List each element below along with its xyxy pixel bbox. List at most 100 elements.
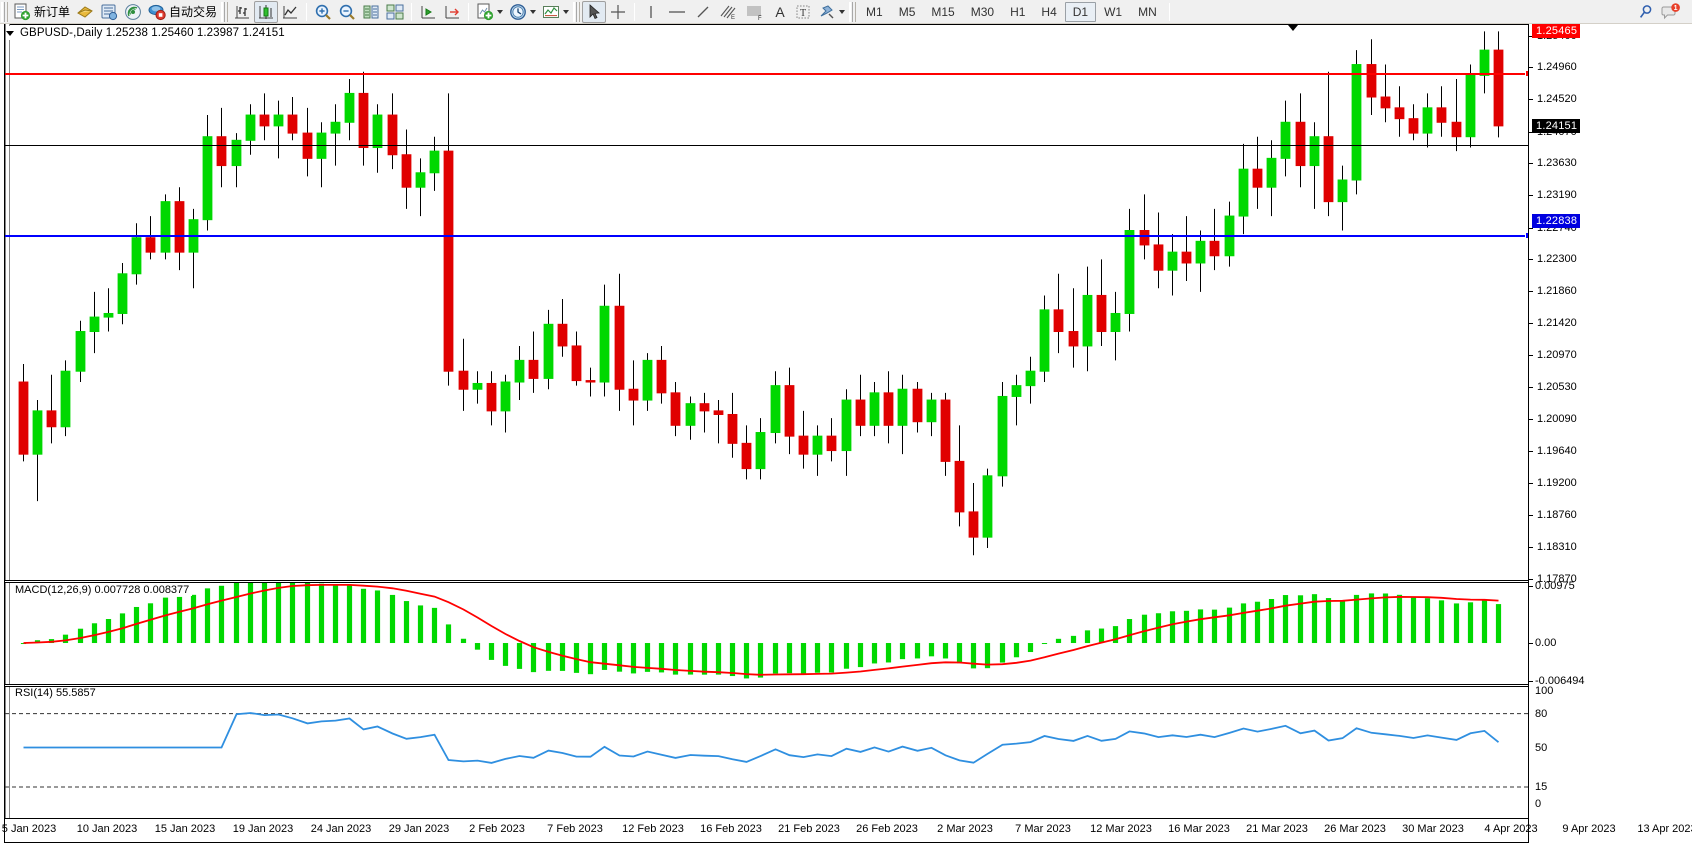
templates-button[interactable]: [539, 1, 572, 23]
toolbar-grip-1[interactable]: [1, 1, 8, 22]
rsi-pane-separator[interactable]: [5, 684, 1528, 687]
timeframe-h1[interactable]: H1: [1002, 2, 1033, 22]
timeframe-m5[interactable]: M5: [891, 2, 924, 22]
equidistant-channel-button[interactable]: E: [715, 1, 741, 23]
macd-bar: [1481, 600, 1488, 644]
timeframe-h4[interactable]: H4: [1033, 2, 1064, 22]
pending-order-button[interactable]: [73, 1, 97, 23]
macd-bar: [956, 643, 963, 664]
timeframe-label: H4: [1041, 4, 1057, 19]
date-axis[interactable]: 5 Jan 2023 10 Jan 2023 15 Jan 2023 19 Jan 2…: [2, 818, 1692, 842]
line-chart-button[interactable]: [278, 1, 302, 23]
macd-bar: [857, 643, 864, 668]
macd-pane-separator[interactable]: [5, 580, 1528, 583]
chart-menu-triangle-icon[interactable]: [6, 30, 14, 36]
toolbar-grip-2[interactable]: [221, 1, 229, 22]
notifications-button[interactable]: 1: [1658, 1, 1684, 23]
candle-body: [1167, 251, 1178, 271]
fibonacci-button[interactable]: F: [741, 1, 769, 23]
candle-body: [458, 370, 469, 390]
macd-bar: [1197, 609, 1204, 644]
trendline-icon: [697, 6, 709, 17]
macd-bar: [1438, 600, 1445, 644]
period-button[interactable]: [506, 1, 539, 23]
candle-body: [117, 273, 128, 314]
macd-bar: [1325, 598, 1332, 644]
terminal-icon: [101, 4, 118, 20]
zoom-in-button[interactable]: [311, 1, 335, 23]
timeframe-m1[interactable]: M1: [858, 2, 891, 22]
candle-body: [656, 359, 667, 394]
price-scale[interactable]: 1.254651.254001.249601.245201.241511.240…: [1528, 24, 1688, 843]
candle-body: [443, 150, 454, 372]
candle-body: [46, 410, 57, 428]
rsi-line: [23, 712, 1500, 764]
candle-body: [543, 323, 554, 379]
chart-shift-button[interactable]: [440, 1, 464, 23]
timeframe-mn[interactable]: MN: [1130, 2, 1165, 22]
vertical-line-button[interactable]: [639, 1, 663, 23]
candle-body: [1408, 118, 1419, 134]
signals-button[interactable]: [121, 1, 145, 23]
bar-chart-button[interactable]: [230, 1, 254, 23]
timeframe-m30[interactable]: M30: [963, 2, 1002, 22]
candle-body: [216, 136, 227, 167]
new-chart-button[interactable]: [473, 1, 506, 23]
text-label-button[interactable]: T: [791, 1, 815, 23]
candle-body: [1394, 107, 1405, 120]
zoom-out-button[interactable]: [335, 1, 359, 23]
trendline-button[interactable]: [691, 1, 715, 23]
candle-body: [1011, 385, 1022, 397]
chart-left-splitter[interactable]: [5, 24, 10, 841]
draw-objects-button[interactable]: [815, 1, 848, 23]
cursor-button[interactable]: [582, 0, 607, 23]
fibonacci-icon: F: [747, 6, 762, 21]
bid-price-badge[interactable]: 1.22838: [1532, 213, 1581, 228]
terminal-button[interactable]: [97, 1, 121, 23]
cursor-icon: [589, 3, 600, 19]
templates-dropdown-arrow[interactable]: [563, 9, 570, 14]
price-tick-label: 1.20970: [1537, 349, 1577, 362]
timeframe-d1[interactable]: D1: [1064, 1, 1097, 22]
candle-body: [557, 323, 568, 347]
timeframe-m15[interactable]: M15: [923, 2, 962, 22]
toolbar-separator-4: [634, 2, 636, 21]
data-window-button[interactable]: [359, 1, 383, 23]
macd-bar: [1467, 602, 1474, 644]
candle-body: [372, 114, 383, 149]
data-window-icon: [363, 5, 379, 18]
candle-body: [1039, 309, 1050, 372]
text-button[interactable]: A: [769, 1, 791, 23]
chart-window[interactable]: GBPUSD-,Daily 1.25238 1.25460 1.23987 1.…: [0, 24, 1692, 847]
macd-plot[interactable]: [5, 583, 1528, 684]
toolbar-grip-3[interactable]: [573, 1, 581, 22]
candle-body: [585, 380, 596, 383]
period-dropdown-arrow[interactable]: [530, 9, 537, 14]
macd-bar: [1339, 600, 1346, 644]
tile-windows-button[interactable]: [383, 1, 407, 23]
candle-body: [1465, 74, 1476, 138]
rsi-tick-label: 100: [1535, 685, 1554, 697]
macd-bar: [1098, 628, 1105, 644]
rsi-indicator-label[interactable]: RSI(14) 55.5857: [12, 687, 99, 699]
rsi-plot[interactable]: [5, 687, 1528, 818]
draw-objects-dropdown-arrow[interactable]: [839, 9, 846, 14]
crosshair-button[interactable]: [606, 1, 630, 23]
toolbar-grip-4[interactable]: [849, 1, 857, 22]
new-chart-dropdown-arrow[interactable]: [497, 9, 504, 14]
search-button[interactable]: [1634, 1, 1658, 23]
horizontal-line-button[interactable]: [663, 1, 691, 23]
last-price-badge[interactable]: 1.24151: [1532, 118, 1581, 133]
macd-bar: [1268, 599, 1275, 644]
macd-indicator-label[interactable]: MACD(12,26,9) 0.007728 0.008377: [12, 584, 193, 596]
macd-bar: [431, 607, 438, 644]
price-plot[interactable]: [5, 27, 1528, 583]
autotrading-button[interactable]: 自动交易: [145, 1, 220, 23]
timeframe-label: M30: [970, 4, 995, 19]
candlestick-chart-button[interactable]: [254, 0, 279, 23]
new-order-button[interactable]: 新订单: [10, 1, 73, 23]
shift-end-button[interactable]: [416, 1, 440, 23]
timeframe-label: M1: [866, 4, 883, 19]
ask-price-badge[interactable]: 1.25465: [1532, 24, 1581, 38]
timeframe-w1[interactable]: W1: [1096, 2, 1130, 22]
